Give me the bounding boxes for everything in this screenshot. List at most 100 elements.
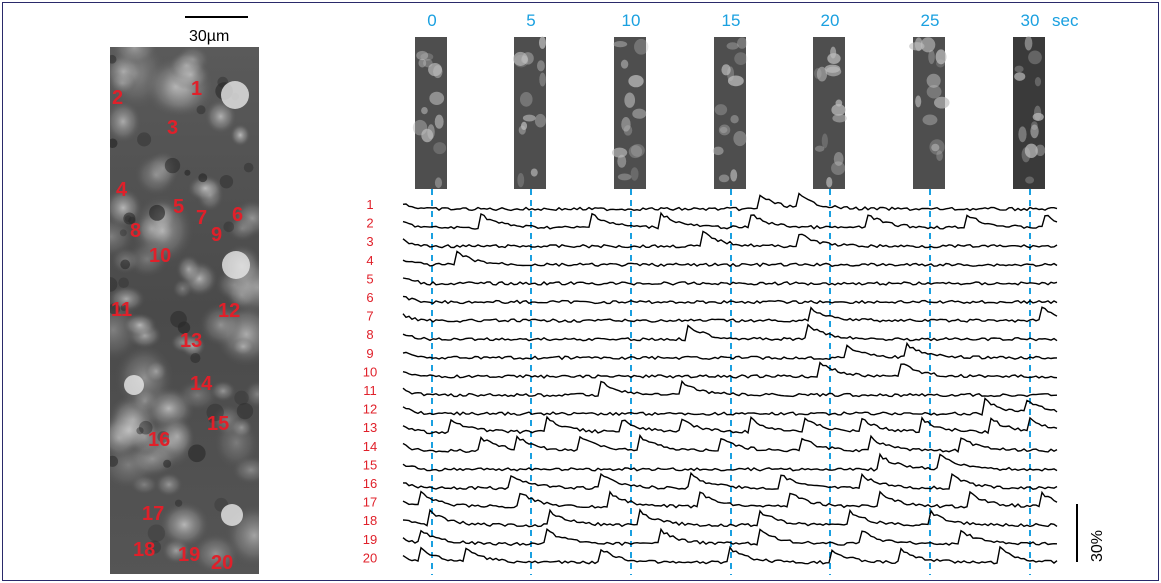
thumbnail-blob: [737, 37, 748, 49]
thumbnail-blob: [513, 51, 528, 66]
thumbnail-blob: [530, 168, 538, 177]
thumbnail-blob: [1035, 144, 1046, 157]
calcium-traces: [402, 192, 1058, 565]
thumbnail-blob: [416, 50, 429, 61]
micrograph-dark-spot: [149, 204, 166, 221]
thumbnail-frame-30: [1013, 36, 1046, 189]
thumbnail-blob: [831, 161, 846, 176]
micrograph-dark-spot: [198, 173, 208, 183]
micrograph-bright-spot: [124, 375, 144, 395]
micrograph-dark-spot: [196, 105, 206, 115]
micrograph-dark-spot: [188, 444, 206, 463]
thumbnail-blob: [833, 152, 844, 166]
thumbnail-blob: [814, 67, 822, 80]
micrograph-texture: [110, 47, 259, 574]
row-label-12: 12: [363, 402, 377, 417]
row-label-6: 6: [366, 290, 373, 305]
thumbnail-blob: [623, 125, 633, 136]
scale-bar: 30µm: [185, 16, 248, 45]
thumbnail-blob: [935, 49, 947, 65]
thumbnail-blob: [1024, 143, 1038, 158]
micrograph-dark-spot: [174, 499, 183, 507]
micrograph-blob: [226, 215, 258, 242]
trace-cell-13: [402, 415, 1058, 435]
micrograph-dark-spot: [123, 212, 136, 225]
row-label-5: 5: [366, 271, 373, 286]
time-tick-30: 30: [1021, 11, 1040, 30]
thumbnail-blob: [830, 46, 837, 59]
cell-label-6: 6: [232, 204, 243, 226]
row-label-11: 11: [363, 383, 377, 398]
micrograph-dark-spot: [110, 455, 119, 467]
micrograph-dark-spot: [147, 524, 166, 542]
micrograph-dark-spot: [190, 353, 201, 364]
micrograph-blob: [187, 174, 224, 202]
thumbnail-blob: [914, 37, 923, 52]
thumbnail-blob: [1034, 76, 1042, 87]
thumbnail-blob: [714, 104, 728, 116]
micrograph-blob: [154, 472, 183, 497]
trace-cell-1: [402, 192, 1058, 212]
time-tick-5: 5: [526, 11, 535, 30]
thumbnail-blob: [816, 66, 828, 82]
thumbnail-frame-25: [909, 37, 950, 189]
cell-label-13: 13: [180, 330, 202, 352]
trace-cell-17: [402, 490, 1058, 509]
row-label-3: 3: [366, 234, 373, 249]
row-label-10: 10: [363, 364, 377, 379]
trace-cell-2: [402, 211, 1058, 230]
micrograph-dark-spot: [243, 162, 254, 173]
micrograph-blob: [199, 303, 243, 347]
micrograph-blob: [192, 533, 240, 574]
thumbnail-blob: [538, 36, 546, 49]
micrograph-dark-spot: [236, 402, 254, 420]
trace-cell-9: [402, 341, 1058, 361]
thumbnail-blob: [825, 66, 842, 77]
thumbnail-blob: [517, 172, 525, 188]
row-label-19: 19: [363, 532, 377, 547]
row-label-18: 18: [363, 513, 377, 528]
row-label-20: 20: [363, 550, 377, 565]
time-markers: [431, 189, 1031, 575]
thumbnail-blob: [634, 38, 649, 55]
frame-thumbnails: [412, 36, 1046, 189]
trace-cell-5: [402, 277, 1058, 286]
micrograph-dark-spot: [137, 132, 152, 147]
thumbnail-blob: [922, 114, 938, 126]
thumbnail-frame-20: [813, 37, 847, 189]
thumbnail-blob: [611, 147, 628, 158]
thumbnail-blob: [429, 91, 445, 105]
thumbnail-blob: [630, 167, 639, 181]
cell-label-16: 16: [148, 429, 170, 451]
cell-label-8: 8: [130, 220, 141, 242]
micrograph-dark-spot: [208, 416, 215, 423]
micrograph-blob: [170, 59, 211, 91]
row-label-9: 9: [366, 346, 373, 361]
micrograph-blob: [244, 380, 259, 409]
micrograph-bright-spot: [221, 504, 243, 526]
thumbnail-blob: [620, 59, 629, 69]
amplitude-bar: 30%: [1076, 504, 1106, 562]
micrograph-dark-spot: [118, 277, 129, 289]
micrograph-dark-spot: [110, 54, 117, 64]
micrograph-blob: [213, 416, 259, 469]
thumbnail-blob: [821, 133, 828, 149]
thumbnail-blob: [418, 58, 427, 68]
trace-cell-10: [402, 361, 1058, 379]
trace-cell-19: [402, 527, 1058, 547]
row-label-15: 15: [363, 457, 377, 472]
thumbnail-blob: [718, 174, 730, 183]
micrograph-bright-spot: [222, 251, 250, 279]
thumbnail-blob: [628, 145, 643, 159]
micrograph-dark-spot: [119, 229, 127, 237]
cell-label-10: 10: [149, 245, 171, 267]
thumbnail-blob: [617, 154, 627, 168]
micrograph-blob: [180, 334, 206, 358]
trace-cell-11: [402, 379, 1058, 398]
micrograph-blob: [159, 501, 210, 548]
micrograph-blob: [110, 71, 137, 96]
trace-cell-15: [402, 452, 1058, 472]
thumbnail-blob: [915, 95, 922, 108]
cell-label-19: 19: [178, 544, 200, 566]
amplitude-bar-label: 30%: [1089, 530, 1106, 562]
